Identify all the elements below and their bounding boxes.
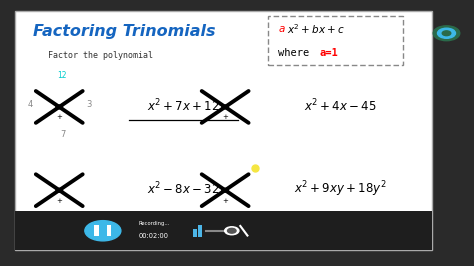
Bar	[15, 11, 432, 250]
Text: a=1: a=1	[319, 48, 338, 58]
Text: +: +	[222, 114, 228, 120]
Circle shape	[222, 188, 228, 192]
Circle shape	[56, 188, 63, 192]
Circle shape	[438, 28, 456, 38]
Bar	[268, 16, 403, 65]
Text: $x^2 + bx + c$: $x^2 + bx + c$	[287, 22, 344, 36]
Bar	[198, 225, 202, 237]
Circle shape	[85, 221, 121, 241]
Circle shape	[225, 227, 239, 235]
Text: $x^2 + 9xy + 18y^2$: $x^2 + 9xy + 18y^2$	[293, 179, 386, 199]
Text: 12: 12	[57, 71, 66, 80]
Circle shape	[228, 228, 236, 233]
Text: +: +	[56, 114, 62, 120]
Bar	[94, 225, 99, 236]
Circle shape	[56, 105, 63, 109]
Circle shape	[222, 105, 228, 109]
Text: Factoring Trinomials: Factoring Trinomials	[33, 24, 216, 39]
Text: where: where	[278, 48, 322, 58]
Bar	[15, 211, 432, 250]
Text: 3: 3	[86, 100, 91, 109]
Text: $x^2 - 8x - 32$: $x^2 - 8x - 32$	[147, 181, 220, 197]
Text: 00:02:00: 00:02:00	[138, 232, 168, 239]
Text: Factor the polynomial: Factor the polynomial	[48, 51, 153, 60]
Bar	[193, 229, 197, 237]
Bar	[107, 225, 111, 236]
Circle shape	[442, 31, 451, 36]
Text: Recording...: Recording...	[138, 221, 170, 226]
Text: $x^2 + 7x + 12$: $x^2 + 7x + 12$	[147, 97, 220, 114]
Circle shape	[433, 26, 460, 41]
Text: $x^2 + 4x - 45$: $x^2 + 4x - 45$	[303, 97, 376, 114]
Text: +: +	[56, 198, 62, 203]
Text: $a$: $a$	[278, 24, 286, 34]
Text: 7: 7	[60, 130, 66, 139]
Text: 4: 4	[27, 100, 33, 109]
Text: +: +	[222, 198, 228, 203]
